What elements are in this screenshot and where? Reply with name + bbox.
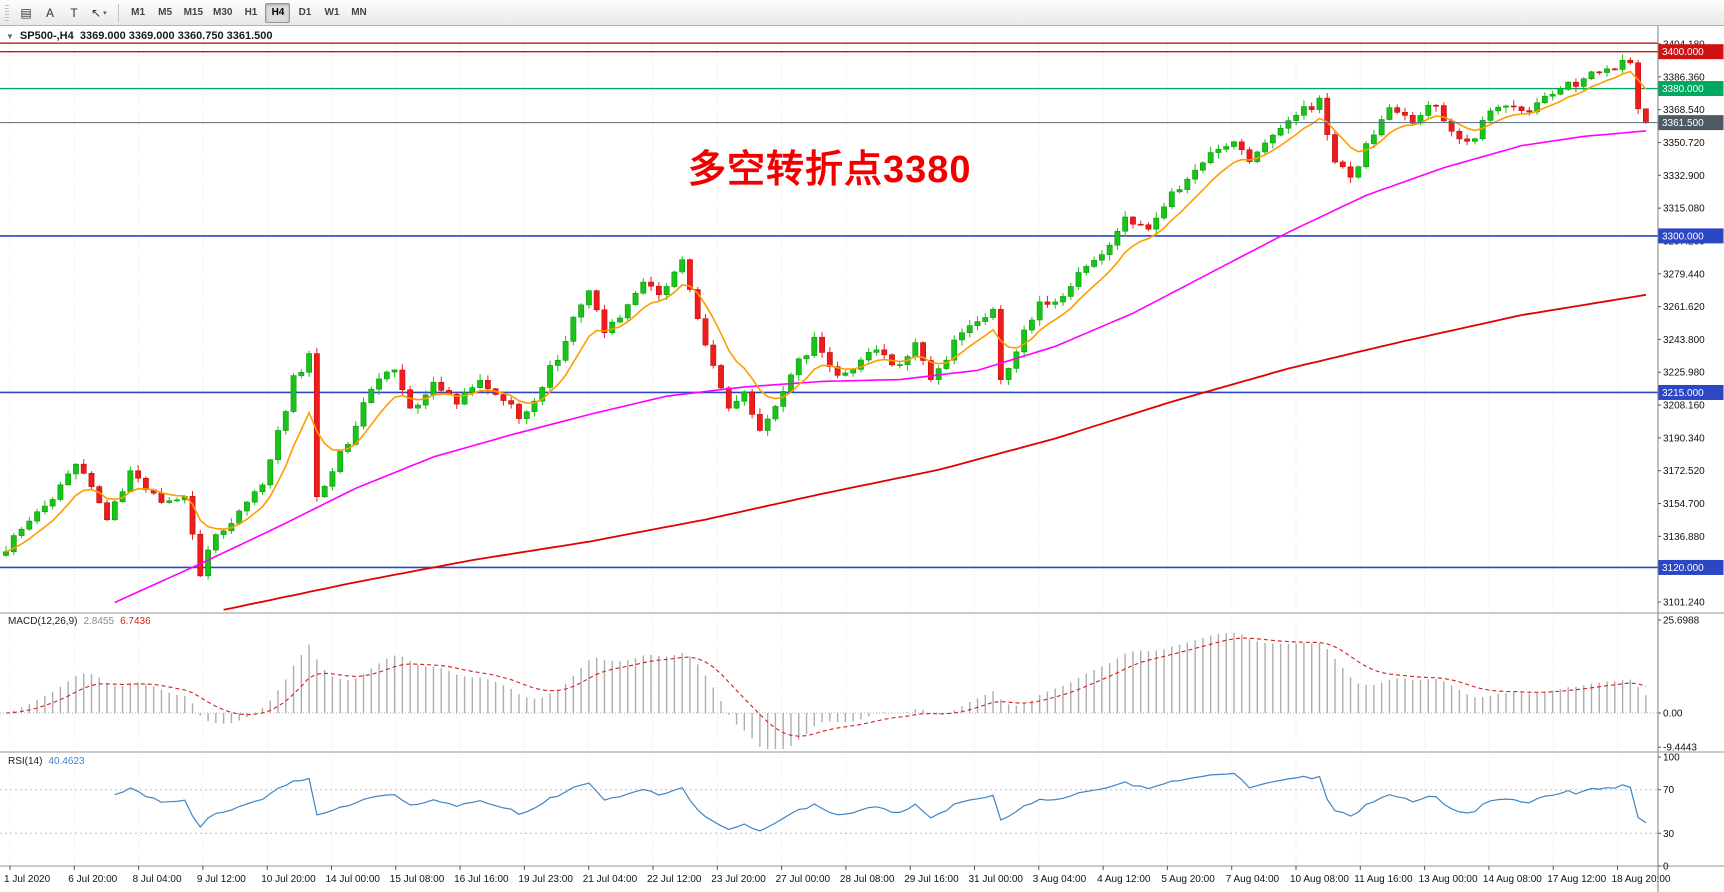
macd-axis-tick: 0.00 bbox=[1663, 709, 1683, 720]
rsi-axis-tick: 30 bbox=[1663, 829, 1675, 840]
price-badge: 3120.000 bbox=[1662, 563, 1704, 574]
toolbar-separator bbox=[117, 3, 119, 22]
time-axis-label: 4 Aug 12:00 bbox=[1097, 874, 1151, 885]
timeframe-mn-button[interactable]: MN bbox=[351, 7, 367, 18]
time-axis-label: 9 Jul 12:00 bbox=[197, 874, 246, 885]
price-badge: 3300.000 bbox=[1662, 231, 1704, 242]
time-axis-label: 31 Jul 00:00 bbox=[969, 874, 1024, 885]
price-axis-tick: 3225.980 bbox=[1663, 368, 1705, 379]
price-axis-tick: 3190.340 bbox=[1663, 433, 1705, 444]
chart-annotation: 多空转折点3380 bbox=[688, 149, 972, 191]
timeframe-h1-button[interactable]: H1 bbox=[244, 7, 258, 18]
time-axis-label: 14 Aug 08:00 bbox=[1483, 874, 1542, 885]
time-axis-label: 22 Jul 12:00 bbox=[647, 874, 702, 885]
timeframe-group: M1 M5 M15 M30 H1 H4 D1 W1 MN bbox=[126, 2, 372, 23]
time-axis-label: 21 Jul 04:00 bbox=[583, 874, 638, 885]
price-axis-tick: 3261.620 bbox=[1663, 302, 1705, 313]
price-badge: 3380.000 bbox=[1662, 84, 1704, 95]
macd-axis-tick: -9.4443 bbox=[1663, 743, 1697, 754]
price-axis-tick: 3386.360 bbox=[1663, 72, 1705, 83]
time-axis-label: 11 Aug 16:00 bbox=[1354, 874, 1413, 885]
price-axis-tick: 3208.160 bbox=[1663, 401, 1705, 412]
timeframe-w1-button[interactable]: W1 bbox=[324, 7, 340, 18]
ohlc-readout: SP500-,H4 3369.000 3369.000 3360.750 336… bbox=[19, 30, 273, 42]
price-axis-tick: 3315.080 bbox=[1663, 204, 1705, 215]
rsi-axis-tick: 100 bbox=[1663, 753, 1680, 764]
chart-header: ▼ SP500-,H4 3369.000 3369.000 3360.750 3… bbox=[6, 30, 273, 42]
rsi-indicator-label: RSI(14) 40.4623 bbox=[8, 756, 85, 767]
rsi-value: 40.4623 bbox=[48, 756, 85, 767]
time-axis-label: 6 Jul 20:00 bbox=[68, 874, 117, 885]
chevron-down-icon[interactable]: ▼ bbox=[6, 31, 14, 41]
price-axis-tick: 3136.880 bbox=[1663, 532, 1705, 543]
time-axis-label: 17 Aug 12:00 bbox=[1547, 874, 1606, 885]
toolbar: ▤ A T ↖ ▾ M1 M5 M15 M30 H1 H4 D1 W1 MN bbox=[0, 0, 1724, 26]
time-axis-label: 13 Aug 00:00 bbox=[1419, 874, 1478, 885]
macd-main-value: 2.8455 bbox=[83, 616, 115, 627]
text-annotation-button[interactable]: A bbox=[45, 5, 54, 20]
price-badge: 3400.000 bbox=[1662, 47, 1704, 58]
macd-signal-value: 6.7436 bbox=[120, 616, 151, 627]
price-axis-tick: 3243.800 bbox=[1663, 335, 1705, 346]
macd-indicator-label: MACD(12,26,9) 2.8455 6.7436 bbox=[8, 616, 151, 627]
price-axis-tick: 3101.240 bbox=[1663, 598, 1705, 609]
time-axis-label: 10 Aug 08:00 bbox=[1290, 874, 1349, 885]
price-axis-tick: 3279.440 bbox=[1663, 269, 1705, 280]
time-axis-label: 16 Jul 16:00 bbox=[454, 874, 509, 885]
rsi-axis-tick: 70 bbox=[1663, 785, 1675, 796]
time-axis-label: 10 Jul 20:00 bbox=[261, 874, 316, 885]
timeframe-d1-button[interactable]: D1 bbox=[298, 7, 312, 18]
time-axis-label: 28 Jul 08:00 bbox=[840, 874, 895, 885]
time-axis-label: 3 Aug 04:00 bbox=[1033, 874, 1087, 885]
price-badge: 3215.000 bbox=[1662, 388, 1704, 399]
chart-window-icon[interactable]: ▤ bbox=[20, 5, 32, 20]
time-axis-label: 19 Jul 23:00 bbox=[518, 874, 573, 885]
price-axis-tick: 3350.720 bbox=[1663, 138, 1705, 149]
timeframe-h4-button[interactable]: H4 bbox=[265, 2, 291, 23]
time-axis-label: 5 Aug 20:00 bbox=[1161, 874, 1215, 885]
textbox-button[interactable]: T bbox=[70, 5, 78, 20]
time-axis-label: 8 Jul 04:00 bbox=[133, 874, 182, 885]
price-axis-tick: 3154.700 bbox=[1663, 499, 1705, 510]
macd-name: MACD(12,26,9) bbox=[8, 616, 78, 627]
rsi-name: RSI(14) bbox=[8, 756, 43, 767]
price-axis-tick: 3368.540 bbox=[1663, 105, 1705, 116]
time-axis-label: 14 Jul 00:00 bbox=[326, 874, 381, 885]
timeframe-m1-button[interactable]: M1 bbox=[131, 7, 146, 18]
timeframe-m15-button[interactable]: M15 bbox=[183, 7, 204, 18]
time-axis-label: 1 Jul 2020 bbox=[4, 874, 51, 885]
time-axis-label: 29 Jul 16:00 bbox=[904, 874, 959, 885]
drawing-tools-group: ▤ A T ↖ ▾ bbox=[15, 3, 111, 23]
time-axis-label: 27 Jul 00:00 bbox=[776, 874, 831, 885]
time-axis-label: 18 Aug 20:00 bbox=[1612, 874, 1671, 885]
rsi-axis-tick: 0 bbox=[1663, 862, 1669, 873]
toolbar-grip[interactable] bbox=[5, 4, 9, 21]
chart-canvas[interactable]: 3404.1803386.3603368.5403350.7203332.900… bbox=[0, 26, 1724, 892]
dropdown-arrow-icon[interactable]: ▾ bbox=[103, 9, 107, 17]
price-badge: 3361.500 bbox=[1662, 118, 1704, 129]
price-axis-tick: 3172.520 bbox=[1663, 466, 1705, 477]
timeframe-m30-button[interactable]: M30 bbox=[213, 7, 233, 18]
timeframe-m5-button[interactable]: M5 bbox=[158, 7, 173, 18]
time-axis-label: 7 Aug 04:00 bbox=[1226, 874, 1280, 885]
cursor-tool-button[interactable]: ↖ ▾ bbox=[91, 5, 107, 20]
time-axis-label: 15 Jul 08:00 bbox=[390, 874, 445, 885]
time-axis-label: 23 Jul 20:00 bbox=[711, 874, 766, 885]
price-axis-tick: 3332.900 bbox=[1663, 171, 1705, 182]
macd-axis-tick: 25.6988 bbox=[1663, 615, 1700, 626]
